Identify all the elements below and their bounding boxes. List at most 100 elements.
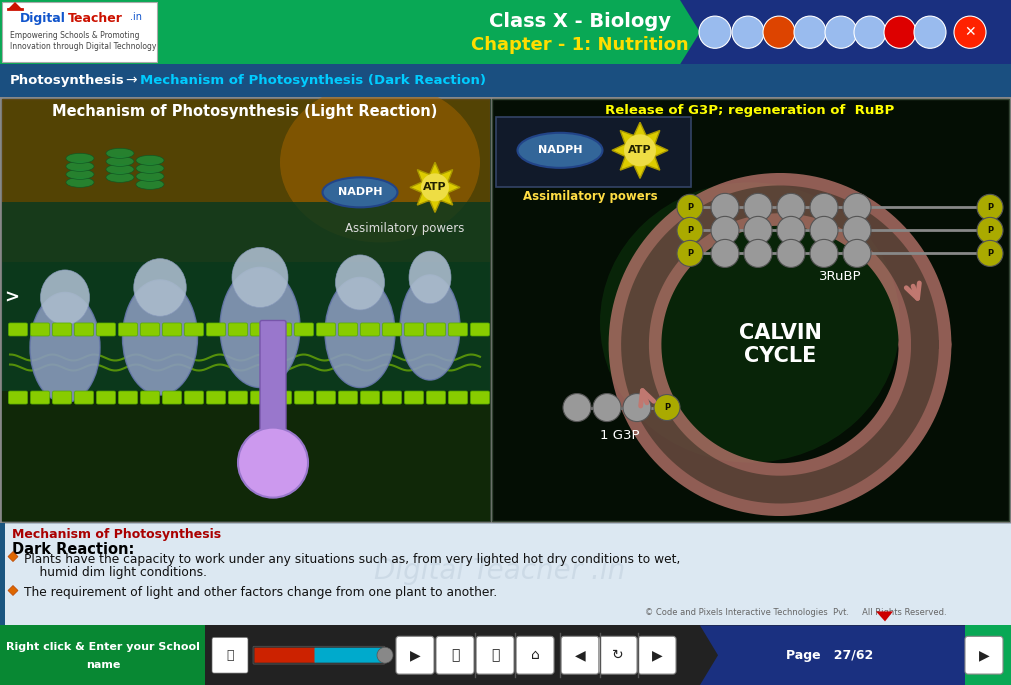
Ellipse shape: [106, 156, 134, 166]
Circle shape: [623, 394, 651, 421]
FancyBboxPatch shape: [30, 323, 50, 336]
Ellipse shape: [106, 149, 134, 158]
Text: Innovation through Digital Technology: Innovation through Digital Technology: [10, 42, 157, 51]
Circle shape: [954, 16, 986, 48]
Text: Release of G3P; regeneration of  RuBP: Release of G3P; regeneration of RuBP: [606, 104, 895, 117]
Circle shape: [563, 394, 591, 421]
FancyBboxPatch shape: [599, 636, 637, 674]
FancyBboxPatch shape: [75, 323, 93, 336]
Text: 🔊: 🔊: [490, 648, 499, 662]
Text: ✕: ✕: [964, 25, 976, 39]
Circle shape: [593, 394, 621, 421]
FancyBboxPatch shape: [251, 391, 270, 404]
Text: P: P: [987, 226, 993, 235]
FancyBboxPatch shape: [205, 625, 966, 685]
Circle shape: [377, 647, 393, 663]
FancyBboxPatch shape: [436, 636, 474, 674]
Text: Chapter - 1: Nutrition: Chapter - 1: Nutrition: [471, 36, 688, 54]
FancyBboxPatch shape: [966, 636, 1003, 674]
FancyBboxPatch shape: [427, 391, 446, 404]
Ellipse shape: [323, 177, 397, 208]
Circle shape: [810, 239, 838, 267]
Circle shape: [977, 240, 1003, 266]
Text: NADPH: NADPH: [538, 145, 582, 155]
Text: Class X - Biology: Class X - Biology: [489, 12, 671, 31]
FancyBboxPatch shape: [404, 391, 424, 404]
FancyBboxPatch shape: [255, 648, 315, 662]
Text: Digital: Digital: [20, 12, 66, 25]
Text: ▶: ▶: [979, 648, 990, 662]
Ellipse shape: [232, 247, 288, 308]
Text: ◀: ◀: [574, 648, 585, 662]
Circle shape: [677, 217, 703, 243]
FancyBboxPatch shape: [184, 391, 203, 404]
FancyBboxPatch shape: [212, 637, 248, 673]
FancyBboxPatch shape: [206, 391, 225, 404]
Text: →: →: [125, 73, 136, 87]
FancyBboxPatch shape: [561, 636, 599, 674]
Circle shape: [624, 134, 656, 166]
Ellipse shape: [66, 177, 94, 188]
Circle shape: [810, 193, 838, 221]
Ellipse shape: [106, 173, 134, 182]
FancyBboxPatch shape: [228, 323, 248, 336]
FancyBboxPatch shape: [516, 636, 554, 674]
FancyBboxPatch shape: [251, 323, 270, 336]
Ellipse shape: [106, 164, 134, 175]
Circle shape: [677, 240, 703, 266]
FancyBboxPatch shape: [638, 636, 676, 674]
Text: Digital Teacher .in: Digital Teacher .in: [374, 556, 626, 584]
Text: P: P: [987, 249, 993, 258]
Text: CALVIN
CYCLE: CALVIN CYCLE: [739, 323, 821, 366]
FancyBboxPatch shape: [396, 636, 434, 674]
FancyBboxPatch shape: [163, 323, 182, 336]
FancyBboxPatch shape: [470, 323, 489, 336]
Circle shape: [238, 427, 308, 497]
FancyBboxPatch shape: [314, 648, 383, 662]
Circle shape: [825, 16, 857, 48]
FancyBboxPatch shape: [449, 391, 467, 404]
Circle shape: [744, 239, 772, 267]
FancyBboxPatch shape: [966, 625, 1011, 685]
FancyBboxPatch shape: [316, 391, 336, 404]
FancyBboxPatch shape: [339, 391, 358, 404]
Text: © Code and Pixels Interactive Technologies  Pvt.     All Rights Reserved.: © Code and Pixels Interactive Technologi…: [645, 608, 946, 617]
Circle shape: [421, 173, 449, 201]
Text: Teacher: Teacher: [68, 12, 123, 25]
FancyBboxPatch shape: [449, 323, 467, 336]
Circle shape: [977, 217, 1003, 243]
Circle shape: [843, 239, 871, 267]
Ellipse shape: [66, 153, 94, 163]
Text: P: P: [686, 249, 694, 258]
FancyBboxPatch shape: [96, 391, 115, 404]
Circle shape: [711, 193, 739, 221]
Ellipse shape: [136, 171, 164, 182]
Text: ↻: ↻: [613, 648, 624, 662]
Circle shape: [744, 216, 772, 245]
Circle shape: [699, 16, 731, 48]
FancyBboxPatch shape: [2, 99, 490, 262]
FancyBboxPatch shape: [496, 117, 691, 188]
FancyBboxPatch shape: [118, 323, 137, 336]
FancyBboxPatch shape: [382, 391, 401, 404]
Ellipse shape: [66, 169, 94, 179]
Ellipse shape: [518, 133, 603, 168]
FancyBboxPatch shape: [294, 323, 313, 336]
Text: >: >: [4, 288, 19, 306]
Polygon shape: [410, 162, 460, 212]
FancyBboxPatch shape: [184, 323, 203, 336]
Text: ⌂: ⌂: [531, 648, 540, 662]
Circle shape: [843, 193, 871, 221]
FancyBboxPatch shape: [273, 391, 291, 404]
Text: Photosynthesis: Photosynthesis: [10, 74, 124, 87]
FancyBboxPatch shape: [253, 646, 385, 664]
Ellipse shape: [66, 162, 94, 171]
Polygon shape: [680, 0, 1011, 64]
FancyBboxPatch shape: [228, 391, 248, 404]
FancyBboxPatch shape: [0, 523, 1011, 625]
FancyBboxPatch shape: [0, 625, 1011, 685]
Circle shape: [977, 195, 1003, 221]
Circle shape: [711, 239, 739, 267]
Circle shape: [914, 16, 946, 48]
Ellipse shape: [600, 182, 900, 462]
